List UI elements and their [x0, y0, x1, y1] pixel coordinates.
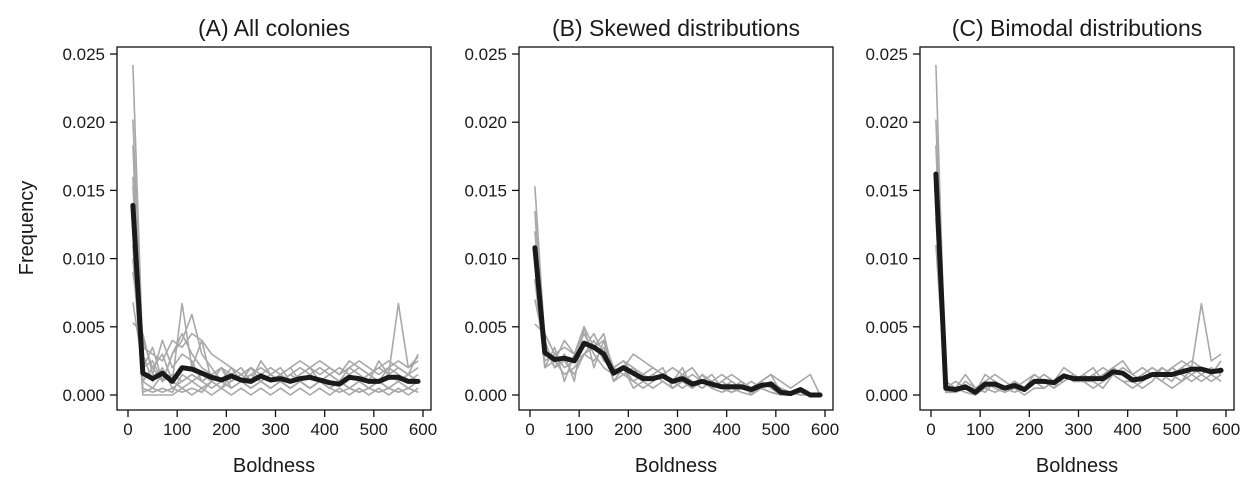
y-tick-label-b-4: 0.020: [464, 113, 507, 132]
y-tick-label-c-4: 0.020: [865, 113, 908, 132]
colony-line-a-4: [132, 186, 419, 390]
colony-line-c-1: [935, 64, 1222, 390]
y-tick-label-a-3: 0.015: [62, 181, 105, 200]
chart-title-c: (C) Bimodal distributions: [952, 15, 1203, 41]
x-tick-label-a-400: 400: [310, 420, 338, 439]
plot-frame-c: [919, 46, 1235, 411]
x-tick-label-a-300: 300: [261, 420, 289, 439]
x-tick-label-b-200: 200: [614, 420, 642, 439]
x-tick-label-c-0: 0: [926, 420, 935, 439]
y-tick-label-c-1: 0.005: [865, 318, 908, 337]
y-tick-label-b-5: 0.025: [464, 45, 507, 64]
y-tick-label-b-3: 0.015: [464, 181, 507, 200]
y-tick-label-c-5: 0.025: [865, 45, 908, 64]
colony-line-c-3: [935, 145, 1222, 396]
y-tick-label-c-0: 0.000: [865, 386, 908, 405]
x-tick-label-a-600: 600: [409, 420, 437, 439]
y-axis-label: Frequency: [16, 181, 38, 276]
mean-line-c: [933, 171, 1224, 395]
plot-frame-a: [116, 46, 432, 411]
x-tick-label-b-600: 600: [811, 420, 839, 439]
chart-title-a: (A) All colonies: [198, 15, 350, 41]
x-tick-label-b-100: 100: [565, 420, 593, 439]
panel-b: (B) Skewed distributions 0 100 200 300 400 500…: [464, 15, 839, 477]
colony-line-c-4: [935, 217, 1222, 394]
x-tick-label-c-500: 500: [1163, 420, 1191, 439]
x-axis-label-a: Boldness: [233, 455, 315, 477]
y-tick-label-c-2: 0.010: [865, 250, 908, 269]
x-axis-label-c: Boldness: [1036, 455, 1118, 477]
y-tick-label-b-0: 0.000: [464, 386, 507, 405]
y-tick-label-a-1: 0.005: [62, 318, 105, 337]
y-tick-label-c-3: 0.015: [865, 181, 908, 200]
x-tick-label-b-500: 500: [762, 420, 790, 439]
colony-line-a-11: [132, 244, 419, 396]
x-tick-label-c-600: 600: [1212, 420, 1240, 439]
x-tick-label-c-100: 100: [966, 420, 994, 439]
y-tick-label-a-0: 0.000: [62, 386, 105, 405]
panel-a: (A) All colonies 0 100 200 300 400 500 600 0.000…: [62, 15, 437, 477]
panel-c: (C) Bimodal distributions 0 100 200 300 400 50…: [865, 15, 1240, 477]
y-tick-label-a-2: 0.010: [62, 250, 105, 269]
mean-line-b: [532, 245, 823, 398]
x-tick-label-a-0: 0: [123, 420, 132, 439]
x-tick-label-a-200: 200: [212, 420, 240, 439]
y-tick-label-a-5: 0.025: [62, 45, 105, 64]
x-tick-label-b-0: 0: [525, 420, 534, 439]
x-tick-label-c-400: 400: [1113, 420, 1141, 439]
colony-line-a-8: [132, 231, 419, 394]
colony-line-c-6: [935, 190, 1222, 394]
y-tick-label-a-4: 0.020: [62, 113, 105, 132]
y-tick-label-b-1: 0.005: [464, 318, 507, 337]
x-tick-label-a-500: 500: [360, 420, 388, 439]
colony-line-b-7: [534, 279, 821, 396]
y-tick-label-b-2: 0.010: [464, 250, 507, 269]
x-tick-label-c-300: 300: [1064, 420, 1092, 439]
colony-line-a-1: [132, 64, 419, 390]
x-tick-label-b-400: 400: [712, 420, 740, 439]
x-tick-label-b-300: 300: [663, 420, 691, 439]
plot-frame-b: [518, 46, 834, 411]
x-tick-label-c-200: 200: [1015, 420, 1043, 439]
mean-line-a: [130, 202, 421, 387]
chart-title-b: (B) Skewed distributions: [552, 15, 800, 41]
x-axis-label-b: Boldness: [635, 455, 717, 477]
x-tick-label-a-100: 100: [163, 420, 191, 439]
colony-line-c-2: [935, 119, 1222, 394]
